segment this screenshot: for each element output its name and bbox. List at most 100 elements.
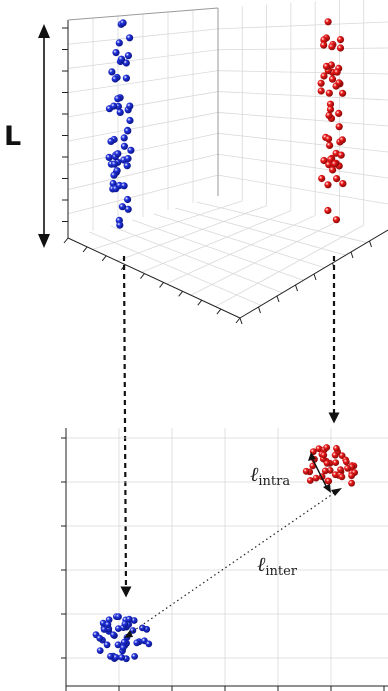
tick-mark — [239, 317, 243, 325]
cluster-a-point — [120, 142, 128, 150]
plot-3d-bottom-edge-front — [67, 237, 241, 319]
cluster-b-point — [337, 151, 345, 159]
cluster-a-point — [116, 221, 124, 229]
intra-label-symbol: ℓ — [250, 462, 259, 486]
cluster-a-point — [120, 182, 128, 190]
intra-label-subscript: intra — [258, 474, 290, 489]
cluster-a-point — [118, 203, 126, 211]
inter-end-b-marker — [331, 488, 342, 496]
cluster-b-point — [315, 445, 323, 453]
grid-line — [215, 224, 364, 307]
plot-3d-back-wall-left — [67, 10, 219, 231]
cluster-b-point — [348, 472, 355, 480]
intra-label: ℓintra — [250, 462, 290, 489]
cluster-b-point — [344, 464, 351, 472]
cluster-a-point — [123, 162, 131, 170]
cluster-a-point — [96, 634, 104, 642]
cluster-b-point — [312, 474, 320, 482]
cluster-b-point — [332, 459, 340, 466]
cluster-b-point — [335, 123, 343, 131]
cluster-b-point — [320, 156, 328, 165]
length-arrow-head-top — [38, 24, 50, 38]
grid-line — [141, 210, 292, 273]
grid-line — [67, 112, 219, 142]
cluster-b-point — [324, 181, 332, 189]
grid-line — [67, 28, 219, 45]
grid-line — [196, 201, 367, 243]
cluster-a-point — [119, 19, 127, 27]
grid-line — [217, 132, 388, 153]
projection-arrow-a — [120, 255, 132, 598]
cluster-a-point — [115, 613, 122, 621]
cluster-b-point — [318, 174, 326, 183]
tick-mark — [63, 237, 69, 244]
cluster-b-point — [326, 141, 334, 149]
cluster-b-point — [320, 451, 328, 459]
cluster-a-point — [126, 34, 134, 42]
cluster-a-point — [124, 195, 132, 204]
cluster-a-3d — [105, 19, 135, 229]
cluster-b-point — [326, 105, 335, 113]
cluster-a-point — [145, 640, 153, 648]
cluster-a-point — [112, 654, 120, 661]
length-label: L — [4, 121, 21, 152]
cluster-a-point — [107, 652, 114, 660]
cluster-a-point — [127, 146, 135, 154]
plot-3d-floor — [89, 200, 367, 307]
grid-line — [67, 132, 219, 166]
cluster-b-point — [320, 72, 328, 80]
cluster-b-point — [342, 458, 350, 466]
inter-label-subscript: inter — [265, 564, 297, 579]
cluster-a-point — [110, 171, 118, 179]
cluster-b-point — [325, 111, 333, 119]
grid-line — [217, 91, 388, 101]
tick-mark — [313, 273, 317, 281]
cluster-b-point — [333, 445, 340, 452]
cluster-b-point — [336, 44, 345, 52]
cluster-a-point — [131, 653, 139, 660]
cluster-b-point — [325, 89, 333, 97]
cluster-a-point — [104, 621, 112, 628]
length-arrow — [38, 24, 50, 248]
intra-arrow-head-bottom — [323, 484, 331, 493]
cluster-b-point — [337, 466, 344, 474]
cluster-b-point — [317, 79, 325, 87]
tick-mark — [369, 240, 372, 248]
intra-distance-arrow — [308, 452, 331, 493]
cluster-a-point — [126, 116, 134, 125]
grid-line — [89, 231, 262, 306]
cluster-a-point — [105, 153, 113, 161]
cluster-a-point — [114, 95, 122, 103]
cluster-b-point — [317, 87, 325, 95]
plot-3d-ticks — [62, 27, 388, 325]
cluster-b-point — [327, 155, 335, 163]
plot-3d — [62, 0, 388, 325]
cluster-b-point — [335, 79, 343, 87]
cluster-a-point — [103, 641, 111, 649]
intra-arrow-head-top — [308, 452, 316, 461]
cluster-b-point — [328, 75, 337, 83]
cluster-b-point — [348, 479, 355, 487]
intra-arrow-line — [311, 457, 328, 489]
cluster-b-point — [302, 467, 310, 475]
grid-line — [67, 91, 219, 118]
cluster-b-point — [306, 477, 314, 484]
plot-3d-back-wall-right — [217, 0, 388, 226]
cluster-b-point — [339, 180, 347, 188]
cluster-a-point — [118, 654, 126, 661]
cluster-a-point — [126, 102, 134, 110]
tick-mark — [276, 295, 280, 303]
cluster-a-point — [133, 639, 141, 647]
inter-end-a-marker — [124, 630, 133, 638]
plot-2d-ticks — [61, 437, 385, 691]
grid-line — [217, 153, 388, 179]
cluster-b-point — [332, 216, 340, 224]
grid-line — [67, 153, 219, 190]
grid-line — [217, 47, 388, 51]
cluster-a-point — [129, 627, 137, 634]
tick-mark — [101, 255, 107, 262]
cluster-b-point — [336, 36, 345, 44]
cluster-b-point — [325, 477, 333, 485]
tick-mark — [350, 251, 354, 259]
